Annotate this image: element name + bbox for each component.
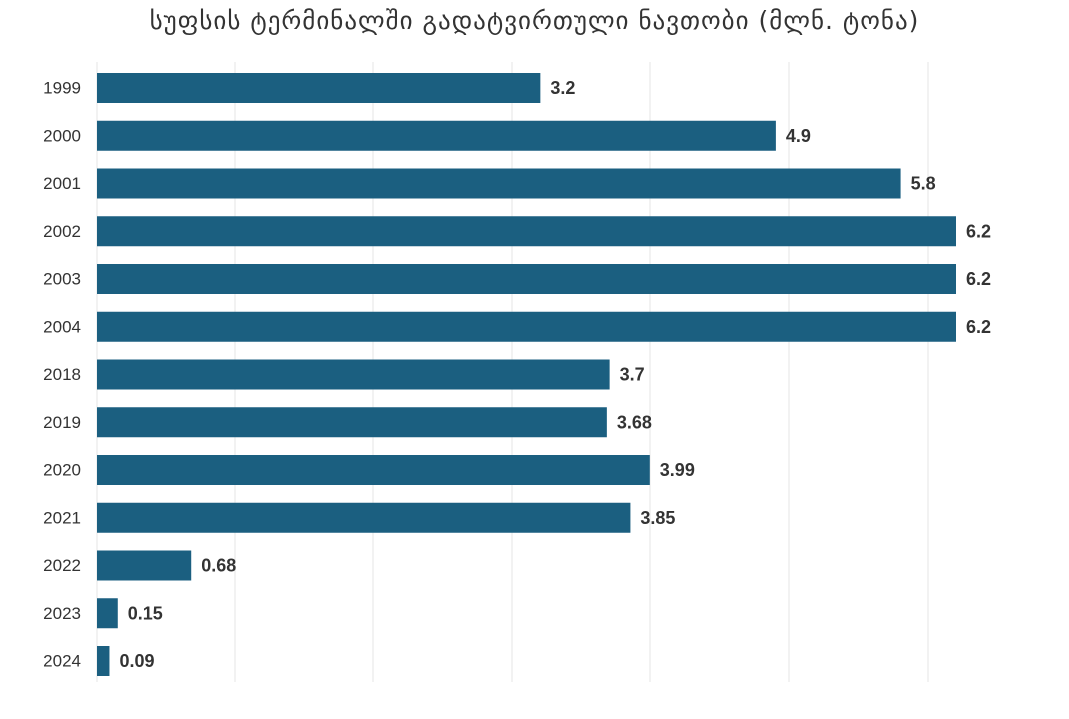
data-label-2023: 0.15 (128, 603, 163, 623)
bar-2004 (97, 311, 956, 342)
tick-label-2004: 2004 (43, 317, 81, 336)
tick-label-2018: 2018 (43, 365, 81, 384)
bar-2003 (97, 264, 956, 294)
labels: 1999 3.2 2000 4.9 2001 5.8 2002 6.2 2003 6.2 2004 6… (43, 78, 991, 671)
data-label-2000: 4.9 (786, 126, 811, 146)
bar-2021 (97, 502, 631, 533)
tick-label-2022: 2022 (43, 556, 81, 575)
tick-label-2001: 2001 (43, 174, 81, 193)
data-label-2001: 5.8 (911, 174, 936, 194)
bar-2002 (97, 216, 956, 247)
bar-2020 (97, 455, 650, 485)
bar-2024 (97, 646, 110, 676)
data-label-2004: 6.2 (966, 317, 991, 337)
bar-2023 (97, 598, 118, 629)
data-label-2024: 0.09 (119, 651, 154, 671)
tick-label-2003: 2003 (43, 270, 81, 289)
data-label-2003: 6.2 (966, 269, 991, 289)
data-label-1999: 3.2 (550, 78, 575, 98)
data-label-2002: 6.2 (966, 221, 991, 241)
data-label-2022: 0.68 (201, 556, 236, 576)
data-label-2019: 3.68 (617, 412, 652, 432)
tick-label-2024: 2024 (43, 652, 81, 671)
tick-label-2019: 2019 (43, 413, 81, 432)
bar-2019 (97, 407, 607, 438)
bar-2001 (97, 168, 901, 199)
data-label-2018: 3.7 (620, 365, 645, 385)
data-label-2021: 3.85 (640, 508, 675, 528)
bar-2022 (97, 550, 192, 581)
bars (97, 73, 956, 676)
tick-label-2023: 2023 (43, 604, 81, 623)
tick-label-2020: 2020 (43, 461, 81, 480)
bar-1999 (97, 73, 541, 103)
bar-2018 (97, 359, 610, 390)
tick-label-2021: 2021 (43, 508, 81, 527)
chart-title: სუფსის ტერმინალში გადატვირთული ნავთობი (… (149, 6, 920, 35)
data-label-2020: 3.99 (660, 460, 695, 480)
tick-label-2000: 2000 (43, 126, 81, 145)
tick-label-2002: 2002 (43, 222, 81, 241)
bar-2000 (97, 120, 776, 151)
tick-label-1999: 1999 (43, 79, 81, 98)
